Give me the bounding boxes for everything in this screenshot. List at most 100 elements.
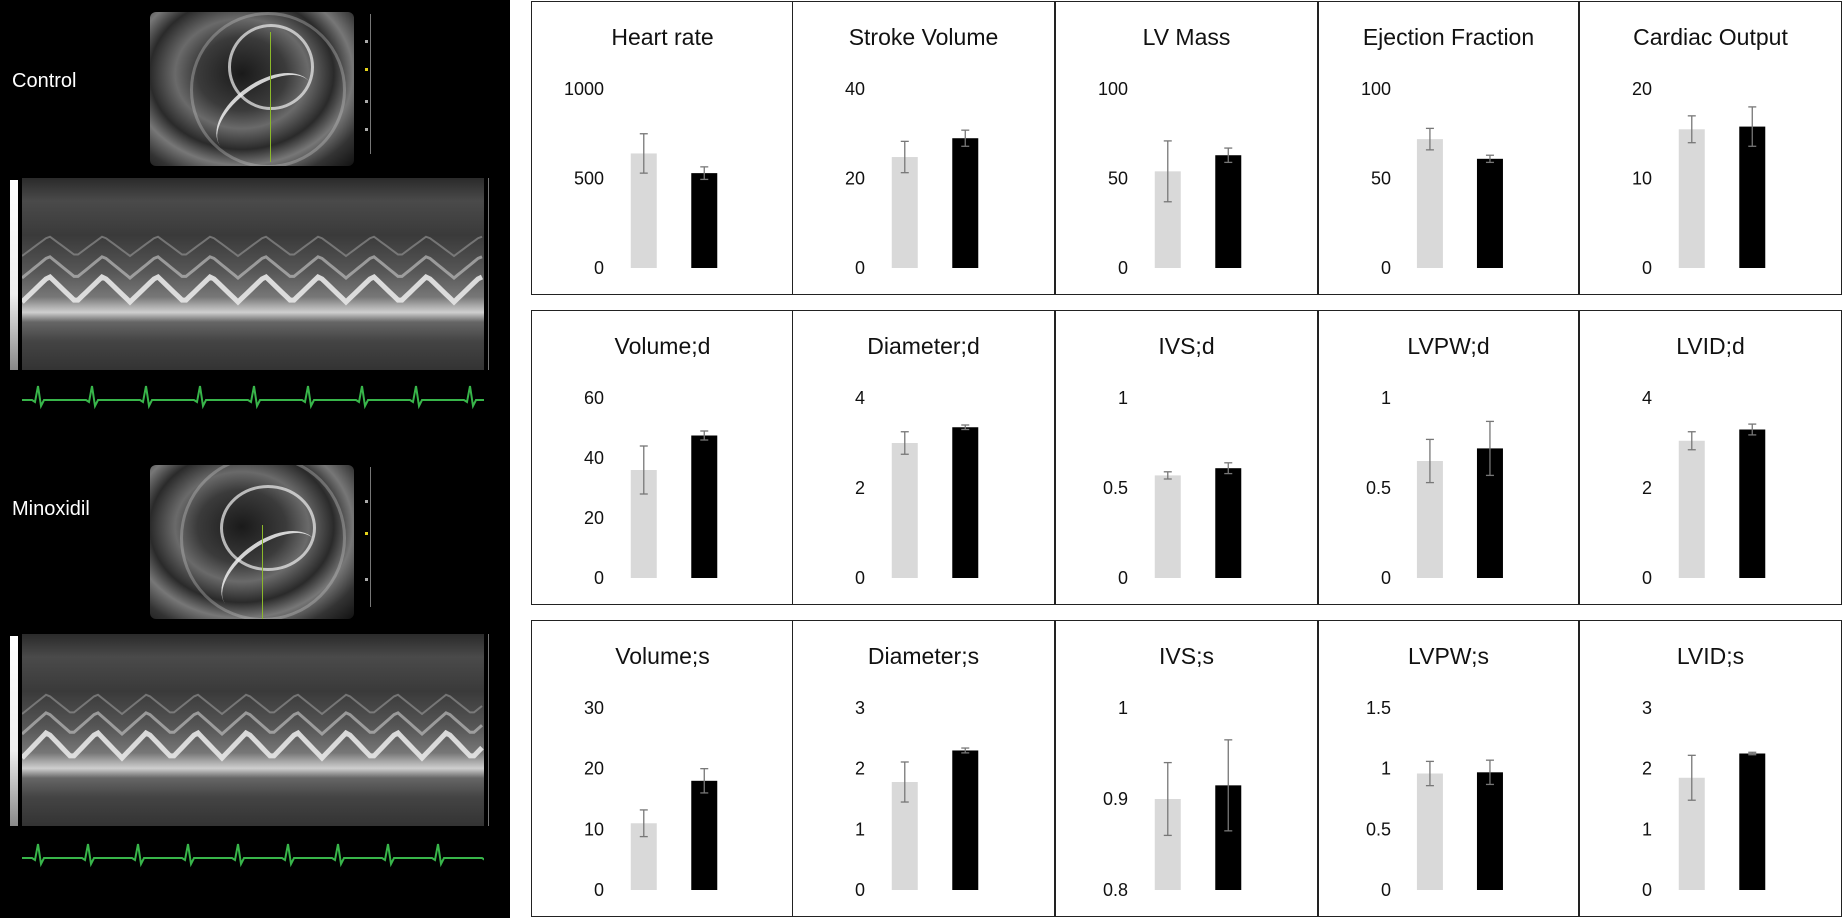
y-tick-label: 40 <box>845 79 865 99</box>
chart-plot: 0 500 1000 <box>564 79 718 278</box>
y-tick-label: 0.5 <box>1366 819 1391 839</box>
chart-plot: 0 20 40 <box>845 79 979 278</box>
chart-heart-rate: Heart rate 0 500 1000 <box>531 1 794 295</box>
error-bar-control <box>639 133 648 174</box>
bar-control <box>891 157 918 268</box>
chart-lvpw-s: LVPW;s 0 0.5 1 1.5 <box>1318 620 1579 917</box>
minoxidil-mmode-image <box>22 634 484 826</box>
chart-plot: 0 10 20 <box>1632 79 1766 278</box>
chart-diameter-d: Diameter;d 0 2 4 <box>792 310 1055 605</box>
y-tick-label: 0.9 <box>1103 789 1128 809</box>
y-tick-label: 0 <box>594 258 604 278</box>
error-bar-minoxidil <box>961 424 970 431</box>
error-bar-minoxidil <box>1748 423 1757 436</box>
y-tick-label: 2 <box>855 478 865 498</box>
error-bar-control <box>1425 438 1434 484</box>
y-tick-label: 0 <box>855 258 865 278</box>
y-tick-label: 1 <box>1118 388 1128 408</box>
chart-ejection-fraction: Ejection Fraction 0 50 100 <box>1318 1 1579 295</box>
chart-ivs-d: IVS;d 0 0.5 1 <box>1055 310 1318 605</box>
y-tick-label: 1 <box>855 819 865 839</box>
error-bar-control <box>1687 431 1696 451</box>
y-tick-label: 0 <box>594 568 604 588</box>
chart-plot: 00.51 <box>1366 388 1503 588</box>
control-grayscale-bar <box>10 180 18 370</box>
chart-plot: 0 2 4 <box>1642 388 1766 588</box>
y-tick-label: 0 <box>594 880 604 900</box>
chart-volume-d: Volume;d 0 20 40 60 <box>531 310 794 605</box>
error-bar-minoxidil <box>1224 739 1233 832</box>
chart-lvid-s: LVID;s 0 1 2 3 <box>1579 620 1842 917</box>
error-bar-minoxidil <box>700 430 709 441</box>
chart-title: LV Mass <box>1142 24 1231 50</box>
bar-minoxidil <box>691 173 718 268</box>
control-bmode-image <box>150 12 354 166</box>
y-tick-label: 2 <box>1642 759 1652 779</box>
y-tick-label: 10 <box>1632 169 1652 189</box>
y-tick-label: 20 <box>1632 79 1652 99</box>
chart-plot: 0 20 40 60 <box>584 388 718 588</box>
error-bar-control <box>1425 760 1434 787</box>
y-tick-label: 0.5 <box>1103 478 1128 498</box>
chart-plot: 0 10 20 30 <box>584 698 718 900</box>
y-tick-label: 30 <box>584 698 604 718</box>
y-tick-label: 2 <box>1642 478 1652 498</box>
bar-minoxidil <box>691 435 718 578</box>
y-tick-label: 3 <box>1642 698 1652 718</box>
minoxidil-label: Minoxidil <box>12 498 90 520</box>
chart-title: Volume;s <box>615 643 710 669</box>
chart-title: Heart rate <box>611 24 714 50</box>
bar-minoxidil <box>1215 468 1242 578</box>
chart-title: LVID;s <box>1676 643 1745 669</box>
bar-minoxidil <box>952 427 979 578</box>
bar-control <box>1416 139 1443 268</box>
y-tick-label: 0 <box>1642 258 1652 278</box>
error-bar-minoxidil <box>961 747 970 754</box>
y-tick-label: 20 <box>584 508 604 528</box>
chart-title: Stroke Volume <box>848 24 999 50</box>
y-tick-label: 60 <box>584 388 604 408</box>
y-tick-label: 0 <box>855 880 865 900</box>
error-bar-minoxidil <box>700 166 709 181</box>
error-bar-control <box>1163 471 1172 480</box>
y-tick-label: 2 <box>855 759 865 779</box>
y-tick-label: 0 <box>1381 880 1391 900</box>
error-bar-minoxidil <box>961 129 970 147</box>
chart-cardiac-output: Cardiac Output 0 10 20 <box>1579 1 1842 295</box>
chart-diameter-s: Diameter;s 0 1 2 3 <box>792 620 1055 917</box>
echo-image-panel: Control Minoxidil <box>0 0 510 918</box>
chart-stroke-volume: Stroke Volume 0 20 40 <box>792 1 1055 295</box>
y-tick-label: 50 <box>1371 169 1391 189</box>
bar-minoxidil <box>1476 158 1503 268</box>
y-tick-label: 0 <box>1118 568 1128 588</box>
chart-title: Diameter;s <box>867 643 980 669</box>
chart-lvid-d: LVID;d 0 2 4 <box>1579 310 1842 605</box>
chart-title: LVPW;s <box>1408 643 1489 669</box>
bar-control <box>1678 129 1705 268</box>
bar-minoxidil <box>691 780 718 890</box>
error-bar-minoxidil <box>1485 154 1494 164</box>
minoxidil-bmode-image <box>150 465 354 619</box>
error-bar-control <box>639 445 648 495</box>
y-tick-label: 1.5 <box>1366 698 1391 718</box>
control-mmode-image <box>22 178 484 370</box>
error-bar-minoxidil <box>1748 751 1757 756</box>
chart-lvpw-d: LVPW;d 0 0.5 1 <box>1318 310 1579 605</box>
control-depth-scale <box>370 14 371 154</box>
y-tick-label: 1000 <box>564 79 604 99</box>
control-ecg-trace <box>22 385 484 410</box>
bar-control <box>1678 440 1705 578</box>
error-bar-control <box>900 431 909 455</box>
y-tick-label: 500 <box>574 169 604 189</box>
y-tick-label: 3 <box>855 698 865 718</box>
chart-plot: 0.8 0.9 1 <box>1103 698 1242 900</box>
y-tick-label: 20 <box>845 169 865 189</box>
chart-title: IVS;d <box>1158 333 1215 359</box>
error-bar-control <box>1687 754 1696 801</box>
y-tick-label: 100 <box>1361 79 1391 99</box>
chart-title: Volume;d <box>614 333 711 359</box>
chart-plot: 0 0.5 1 1.5 <box>1366 698 1503 900</box>
y-tick-label: 4 <box>1642 388 1652 408</box>
chart-ivs-s: IVS;s 0.8 0.9 1 <box>1055 620 1318 917</box>
